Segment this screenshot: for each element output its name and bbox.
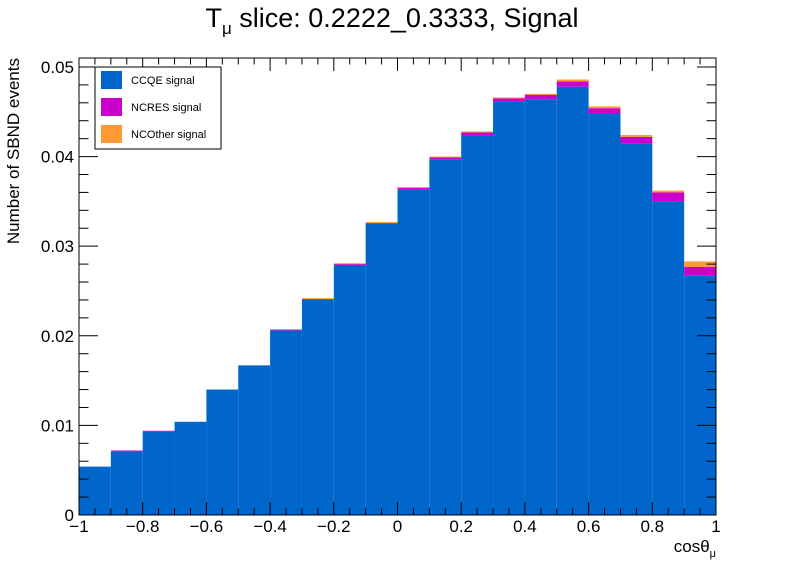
- x-tick-label: 0.8: [640, 517, 664, 536]
- bar-ncres-signal-13: [493, 98, 525, 102]
- bar-ccqe-signal-10: [397, 189, 430, 516]
- x-axis-label: cosθμ: [674, 537, 716, 560]
- bar-ncres-signal-11: [429, 157, 462, 160]
- bar-ncres-signal-9: [365, 222, 398, 224]
- bar-ccqe-signal-16: [588, 113, 621, 516]
- bar-ncother-signal-15: [556, 79, 589, 82]
- bar-ncother-signal-18: [652, 190, 685, 193]
- legend-swatch: [101, 71, 122, 89]
- legend: CCQE signal NCRES signal NCOther signal: [94, 66, 222, 150]
- bar-ccqe-signal-1: [110, 451, 143, 515]
- bar-ncres-signal-2: [142, 430, 175, 432]
- bar-ncres-signal-6: [270, 329, 302, 331]
- bar-ccqe-signal-5: [238, 365, 271, 515]
- bar-ncres-signal-7: [301, 299, 334, 300]
- bar-ncother-signal-7: [301, 298, 334, 300]
- bar-ccqe-signal-18: [652, 201, 685, 515]
- x-tick-label: 0: [393, 517, 402, 536]
- bar-ccqe-signal-11: [429, 159, 462, 515]
- y-tick-label: 0.02: [41, 327, 74, 346]
- bar-ccqe-signal-17: [620, 143, 653, 516]
- x-axis: −1 −0.8 −0.6 −0.4 −0.2 0 0.2 0.4 0.6 0.8 1: [69, 58, 721, 536]
- y-tick-label: 0.03: [41, 237, 74, 256]
- bar-ccqe-signal-15: [556, 86, 589, 516]
- bars-group: [79, 79, 716, 516]
- bar-ncres-signal-12: [461, 132, 494, 136]
- legend-swatch: [101, 98, 122, 116]
- bar-ncres-signal-19: [684, 266, 716, 276]
- bar-ccqe-signal-12: [461, 135, 494, 515]
- y-tick-label: 0.01: [41, 416, 74, 435]
- x-tick-label: 0.2: [449, 517, 473, 536]
- y-axis: 0 0.01 0.02 0.03 0.04 0.05: [41, 58, 716, 525]
- y-tick-label: 0.05: [41, 58, 74, 77]
- bar-ncother-signal-10: [397, 187, 430, 188]
- bar-ncres-signal-18: [652, 192, 685, 202]
- bar-ncother-signal-14: [524, 93, 557, 95]
- bar-ccqe-signal-13: [493, 101, 525, 516]
- x-tick-label: −0.2: [317, 517, 351, 536]
- bar-ncother-signal-19: [684, 261, 716, 267]
- bar-ncother-signal-9: [365, 221, 398, 223]
- x-tick-label: −0.4: [253, 517, 287, 536]
- bar-ccqe-signal-4: [206, 389, 239, 515]
- bar-ncres-signal-15: [556, 81, 589, 87]
- bar-ccqe-signal-6: [270, 330, 302, 515]
- x-tick-label: −0.8: [126, 517, 160, 536]
- bar-ccqe-signal-2: [142, 431, 175, 515]
- bar-ncother-signal-16: [588, 106, 621, 109]
- bar-ccqe-signal-19: [684, 275, 716, 515]
- legend-label: NCOther signal: [131, 129, 206, 141]
- x-tick-label: −1: [69, 517, 88, 536]
- bar-ncres-signal-14: [524, 94, 557, 100]
- y-tick-label: 0: [65, 506, 74, 525]
- bar-ncother-signal-8: [333, 263, 366, 265]
- x-tick-label: 0.4: [513, 517, 537, 536]
- legend-swatch: [101, 125, 122, 143]
- bar-ccqe-signal-14: [524, 99, 557, 515]
- bar-ncres-signal-16: [588, 108, 621, 114]
- bar-ncres-signal-10: [397, 187, 430, 190]
- x-tick-label: 1: [711, 517, 720, 536]
- bar-ccqe-signal-3: [174, 421, 207, 515]
- legend-label: CCQE signal: [131, 75, 195, 87]
- bar-ncother-signal-13: [493, 97, 525, 99]
- y-axis-label: Number of SBND events: [4, 58, 23, 244]
- bar-ncres-signal-1: [110, 450, 143, 452]
- x-tick-label: −0.6: [190, 517, 224, 536]
- y-tick-label: 0.04: [41, 148, 74, 167]
- x-tick-label: 0.6: [577, 517, 601, 536]
- bar-ncres-signal-17: [620, 136, 653, 144]
- bar-ccqe-signal-9: [365, 223, 398, 515]
- bar-ccqe-signal-8: [333, 264, 366, 515]
- bar-ncres-signal-8: [333, 264, 366, 265]
- bar-ncother-signal-12: [461, 131, 494, 133]
- bar-ccqe-signal-0: [79, 466, 111, 515]
- bar-ncother-signal-17: [620, 135, 653, 137]
- bar-ncother-signal-11: [429, 156, 462, 158]
- chart-title: Tμ slice: 0.2222_0.3333, Signal: [205, 3, 578, 38]
- bar-ccqe-signal-7: [301, 299, 334, 515]
- legend-label: NCRES signal: [131, 102, 201, 114]
